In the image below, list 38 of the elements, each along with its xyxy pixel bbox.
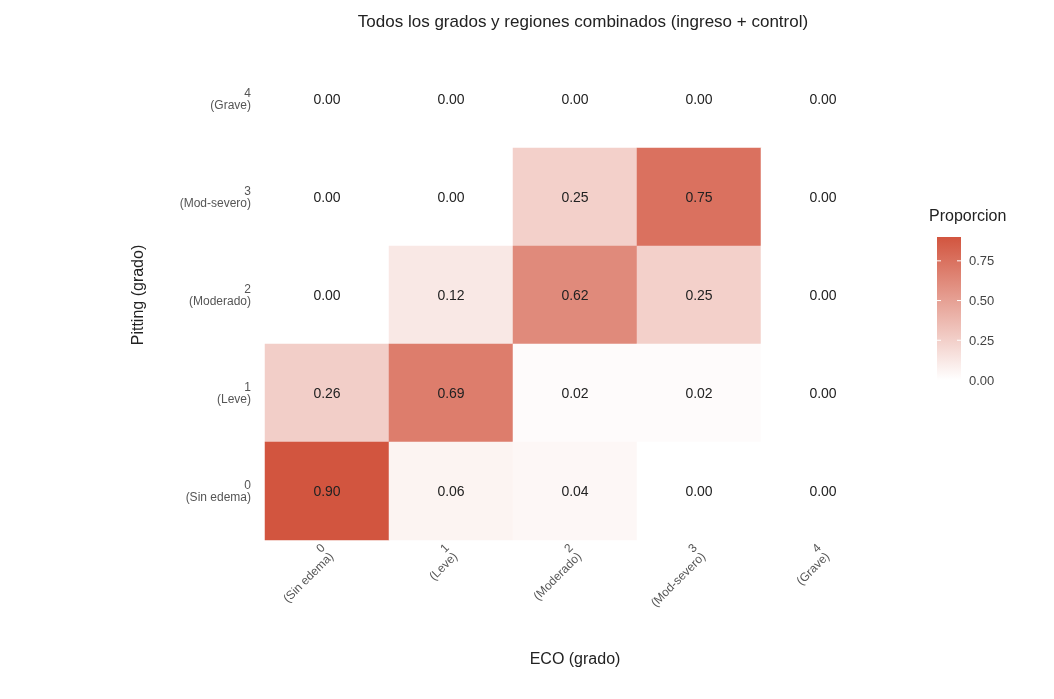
- data-label: 0.06: [437, 483, 465, 499]
- data-label: 0.00: [809, 189, 837, 205]
- data-label: 0.69: [437, 385, 465, 401]
- y-tick-label: 4 (Grave): [210, 86, 252, 112]
- color-bar-label: 0.00: [969, 372, 995, 388]
- data-label: 0.00: [809, 91, 837, 107]
- data-label: 0.00: [809, 483, 837, 499]
- color-bar-title: Proporcion: [929, 206, 1007, 224]
- data-label: 0.00: [313, 91, 341, 107]
- color-bar-label: 0.75: [969, 253, 995, 269]
- y-tick-label: 2 (Moderado): [188, 282, 252, 308]
- data-label: 0.04: [561, 483, 589, 499]
- data-label: 0.25: [685, 287, 713, 303]
- data-label: 0.00: [313, 189, 341, 205]
- data-label: 0.25: [561, 189, 589, 205]
- data-label: 0.02: [685, 385, 713, 401]
- y-tick-label: 0 (Sin edema): [185, 478, 252, 504]
- chart-title: Todos los grados y regiones combinados (ingreso + control): [357, 12, 809, 31]
- data-label: 0.00: [437, 91, 465, 107]
- color-bar-label: 0.25: [969, 332, 995, 348]
- data-label: 0.00: [685, 91, 713, 107]
- x-axis-title: ECO (grado): [529, 649, 621, 667]
- data-label: 0.62: [561, 287, 589, 303]
- data-label: 0.00: [561, 91, 589, 107]
- data-label: 0.00: [313, 287, 341, 303]
- data-label: 0.75: [685, 189, 713, 205]
- y-tick-label: 3 (Mod-severo): [179, 184, 252, 210]
- data-label: 0.26: [313, 385, 341, 401]
- data-label: 0.00: [437, 189, 465, 205]
- data-label: 0.00: [685, 483, 713, 499]
- data-label: 0.02: [561, 385, 589, 401]
- data-label: 0.00: [809, 385, 837, 401]
- y-axis-title: Pitting (grado): [128, 244, 146, 346]
- y-tick-label: 1 (Leve): [216, 380, 252, 406]
- data-label: 0.00: [809, 287, 837, 303]
- data-label: 0.12: [437, 287, 465, 303]
- data-label: 0.90: [313, 483, 341, 499]
- color-bar-label: 0.50: [969, 293, 995, 309]
